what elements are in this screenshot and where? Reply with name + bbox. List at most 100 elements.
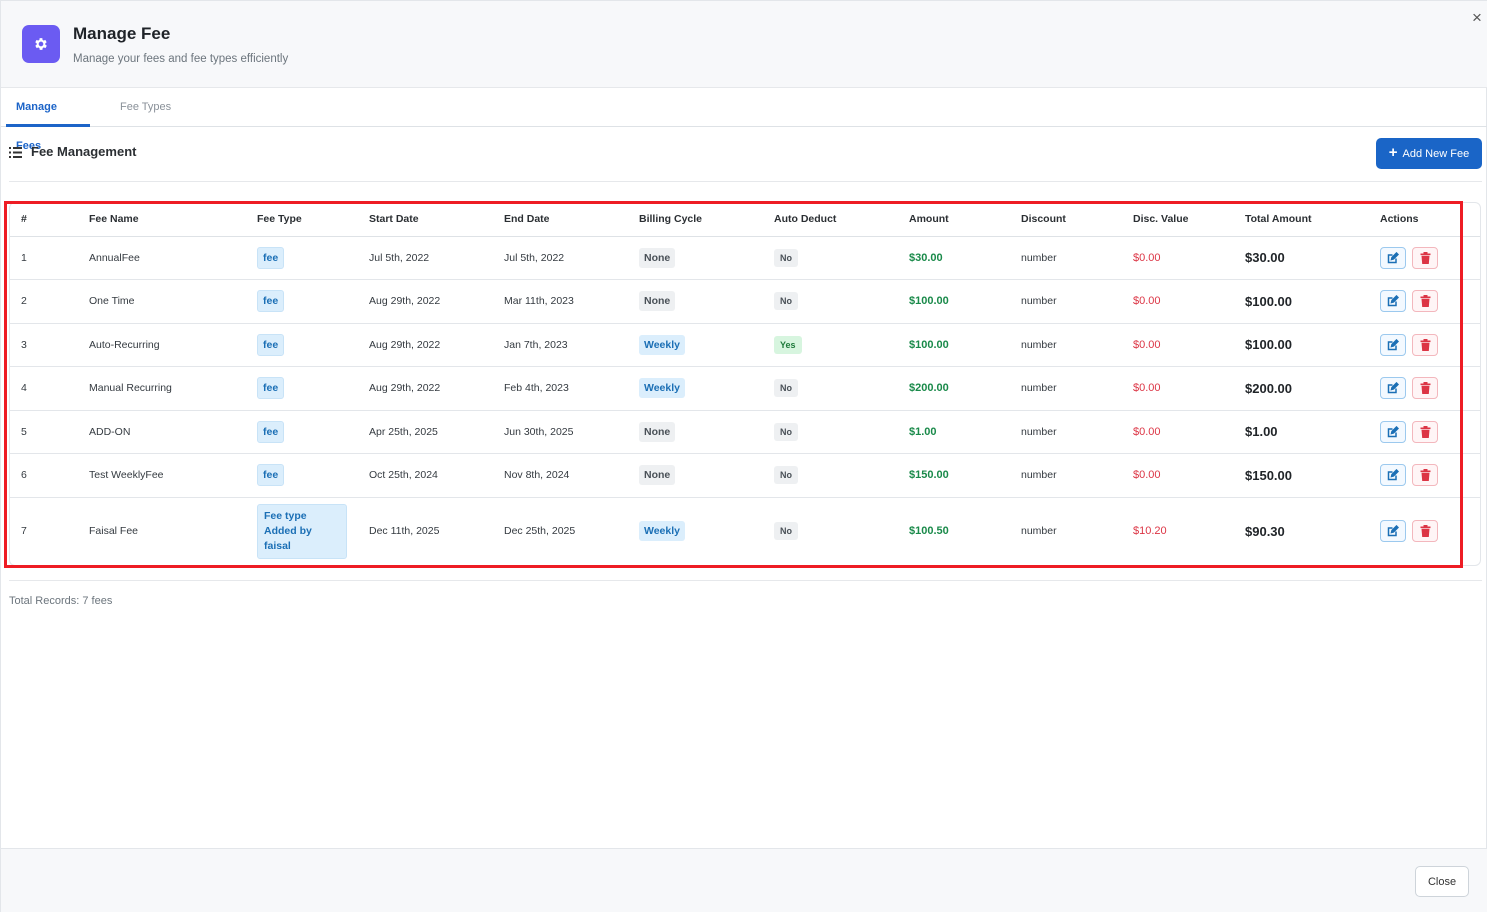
start-date: Dec 11th, 2025 (369, 525, 440, 538)
add-new-fee-button[interactable]: + Add New Fee (1376, 138, 1482, 169)
end-date: Jun 30th, 2025 (504, 410, 639, 454)
edit-button[interactable] (1380, 520, 1406, 543)
delete-button[interactable] (1412, 333, 1438, 356)
row-number: 6 (10, 453, 89, 498)
col-header-billing-cycle: Billing Cycle (639, 203, 774, 237)
plus-icon: + (1388, 144, 1398, 161)
delete-button[interactable] (1412, 464, 1438, 487)
row-number: 2 (10, 279, 89, 324)
discount-value: number (1021, 366, 1133, 411)
row-number: 5 (10, 410, 89, 454)
total-amount-value: $100.00 (1245, 337, 1292, 353)
table-row: 2 One Time fee Aug 29th, 2022 Mar 11th, … (10, 279, 1480, 324)
discount-value: number (1021, 236, 1133, 280)
trash-icon (1420, 425, 1430, 438)
start-date: Aug 29th, 2022 (369, 366, 504, 411)
col-header-num: # (10, 203, 89, 237)
disc-value: $0.00 (1133, 425, 1161, 438)
table-row: 1 AnnualFee fee Jul 5th, 2022 Jul 5th, 2… (10, 236, 1480, 280)
edit-button[interactable] (1380, 290, 1406, 313)
fees-table-container: # Fee Name Fee Type Start Date End Date … (9, 202, 1481, 566)
trash-icon (1420, 338, 1430, 351)
auto-deduct-badge: No (774, 379, 798, 398)
edit-button[interactable] (1380, 377, 1406, 400)
table-row: 4 Manual Recurring fee Aug 29th, 2022 Fe… (10, 366, 1480, 411)
col-header-fee-type: Fee Type (257, 203, 369, 237)
amount-value: $30.00 (909, 251, 943, 264)
col-header-amount: Amount (909, 203, 1021, 237)
auto-deduct-badge: Yes (774, 335, 802, 354)
delete-button[interactable] (1412, 520, 1438, 543)
amount-value: $100.00 (909, 295, 949, 308)
start-date: Oct 25th, 2024 (369, 453, 504, 498)
section-title: Fee Management (31, 144, 137, 159)
close-button[interactable]: Close (1415, 866, 1469, 897)
tab-manage-fees[interactable]: Manage Fees (6, 88, 90, 152)
end-date: Feb 4th, 2023 (504, 366, 639, 411)
col-header-total-amount: Total Amount (1245, 203, 1380, 237)
row-actions (1380, 464, 1480, 487)
amount-value: $1.00 (909, 425, 937, 438)
total-amount-value: $150.00 (1245, 467, 1292, 483)
row-number: 1 (10, 236, 89, 280)
auto-deduct-badge: No (774, 292, 798, 311)
edit-icon (1387, 469, 1399, 481)
row-actions (1380, 246, 1480, 269)
fee-type-badge: fee (257, 420, 285, 443)
auto-deduct-badge: No (774, 248, 798, 267)
edit-button[interactable] (1380, 333, 1406, 356)
fee-name: Manual Recurring (89, 366, 257, 411)
edit-button[interactable] (1380, 464, 1406, 487)
table-row: 7 Faisal Fee Fee type Added by faisal De… (10, 497, 1480, 565)
fee-type-badge: Fee type Added by faisal (257, 503, 347, 559)
fee-name: One Time (89, 279, 257, 324)
total-amount-value: $100.00 (1245, 293, 1292, 309)
fee-name: Test WeeklyFee (89, 453, 257, 498)
fee-name: Faisal Fee (89, 525, 139, 538)
start-date: Jul 5th, 2022 (369, 236, 504, 280)
table-row: 5 ADD-ON fee Apr 25th, 2025 Jun 30th, 20… (10, 410, 1480, 454)
start-date: Apr 25th, 2025 (369, 410, 504, 454)
end-date: Jul 5th, 2022 (504, 236, 639, 280)
total-amount-value: $200.00 (1245, 380, 1292, 396)
fee-name: AnnualFee (89, 236, 257, 280)
billing-cycle-badge: None (639, 421, 676, 442)
total-amount-value: $90.30 (1245, 523, 1285, 539)
discount-value: number (1021, 453, 1133, 498)
col-header-start-date: Start Date (369, 203, 504, 237)
disc-value: $0.00 (1133, 251, 1161, 264)
trash-icon (1420, 525, 1430, 538)
close-icon[interactable]: × (1472, 8, 1482, 27)
disc-value: $0.00 (1133, 338, 1161, 351)
tab-fee-types[interactable]: Fee Types (120, 101, 172, 113)
fee-name: Auto-Recurring (89, 323, 257, 367)
disc-value: $0.00 (1133, 469, 1161, 482)
gear-icon (22, 25, 60, 63)
trash-icon (1420, 382, 1430, 395)
amount-value: $200.00 (909, 382, 949, 395)
discount-value: number (1021, 525, 1057, 538)
delete-button[interactable] (1412, 420, 1438, 443)
row-actions (1380, 420, 1480, 443)
discount-value: number (1021, 323, 1133, 367)
trash-icon (1420, 295, 1430, 308)
col-header-fee-name: Fee Name (89, 203, 257, 237)
add-new-fee-label: Add New Fee (1402, 147, 1470, 160)
delete-button[interactable] (1412, 290, 1438, 313)
billing-cycle-badge: None (639, 247, 676, 268)
col-header-disc-value: Disc. Value (1133, 203, 1245, 237)
edit-button[interactable] (1380, 246, 1406, 269)
edit-button[interactable] (1380, 420, 1406, 443)
delete-button[interactable] (1412, 377, 1438, 400)
billing-cycle-badge: Weekly (639, 378, 685, 399)
total-amount-value: $1.00 (1245, 424, 1278, 440)
section-bar: Fee Management + Add New Fee (1, 127, 1487, 182)
total-records: Total Records: 7 fees (9, 595, 113, 607)
fee-type-badge: fee (257, 333, 285, 356)
billing-cycle-badge: Weekly (639, 521, 685, 542)
table-row: 6 Test WeeklyFee fee Oct 25th, 2024 Nov … (10, 453, 1480, 498)
end-date: Jan 7th, 2023 (504, 323, 639, 367)
trash-icon (1420, 469, 1430, 482)
delete-button[interactable] (1412, 246, 1438, 269)
disc-value: $0.00 (1133, 382, 1161, 395)
